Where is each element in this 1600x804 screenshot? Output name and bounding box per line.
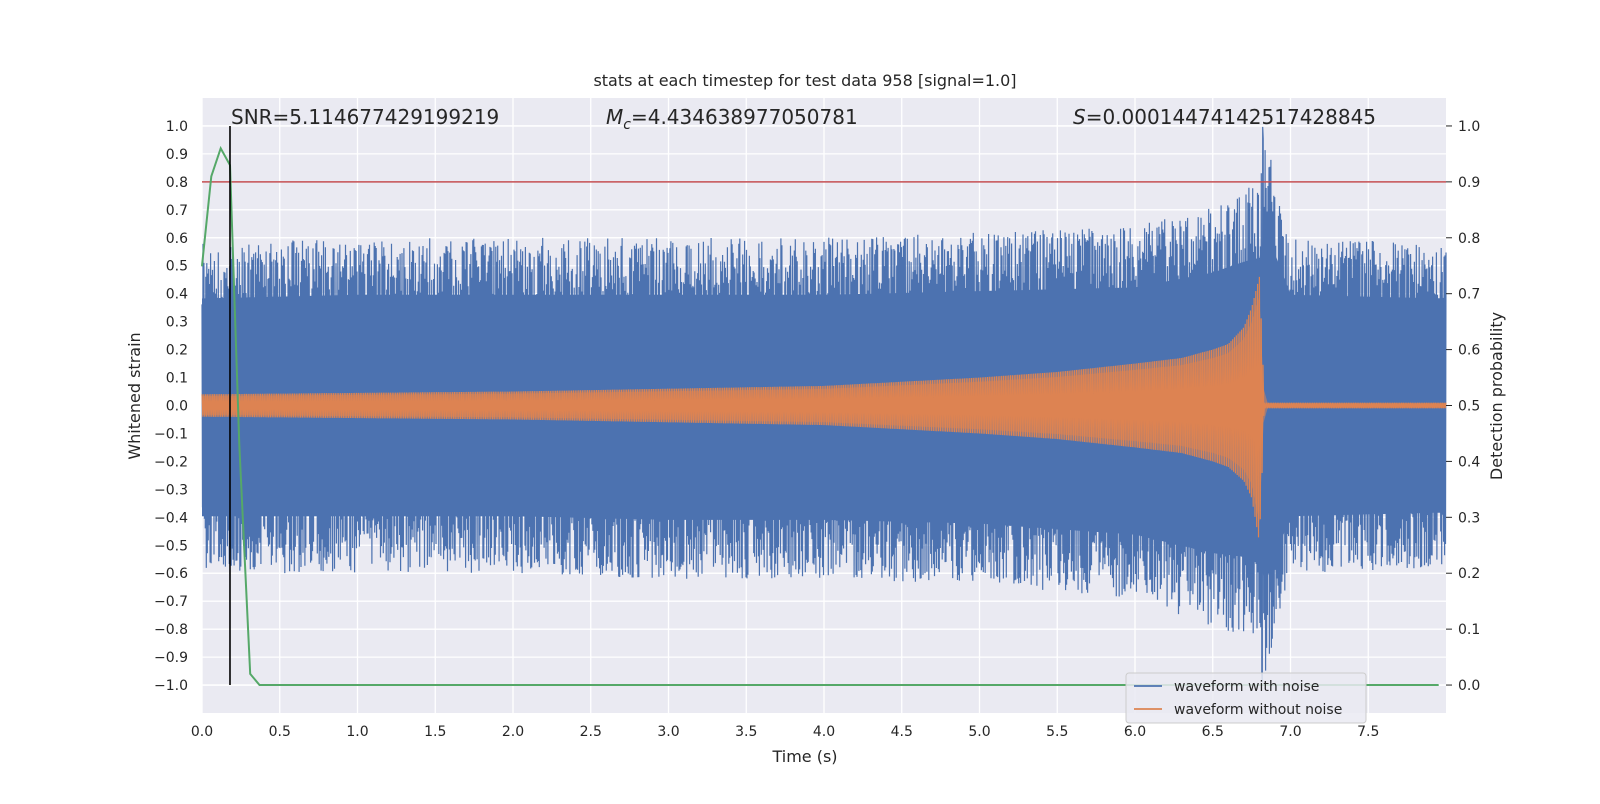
y-tick-label-left: −0.7 [154,594,188,610]
significance-value: =0.00014474142517428845 [1086,105,1376,129]
y-tick-label-left: −0.9 [154,650,188,666]
chart-title: stats at each timestep for test data 958… [593,71,1016,90]
y-tick-label-left: −0.3 [154,482,188,498]
snr-annotation: SNR=5.114677429199219 [231,105,499,129]
x-tick-label: 4.5 [891,724,913,740]
y-tick-label-left: 0.1 [166,371,188,387]
chirp-mass-subscript: c [623,117,631,133]
y-tick-label-right: 0.0 [1458,678,1480,694]
y-tick-label-right: 0.1 [1458,622,1480,638]
chirp-mass-value: =4.434638977050781 [631,105,858,129]
x-tick-label: 2.5 [580,724,602,740]
y-tick-label-right: 0.5 [1458,399,1480,415]
legend-label-noise: waveform with noise [1174,679,1319,695]
chirp-mass-annotation: Mc=4.434638977050781 [606,105,858,133]
y-tick-label-left: −0.1 [154,426,188,442]
y-tick-label-left: −0.5 [154,538,188,554]
x-tick-label: 1.0 [346,724,368,740]
y-tick-label-left: −0.8 [154,622,188,638]
y-tick-label-left: −0.2 [154,454,188,470]
y-tick-label-right: 1.0 [1458,119,1480,135]
x-tick-label: 1.5 [424,724,446,740]
x-tick-label: 7.5 [1357,724,1379,740]
detection-probability-point [219,147,222,150]
detection-probability-point [1437,684,1440,686]
y-tick-label-left: 0.8 [166,175,188,191]
y-tick-label-left: 0.4 [166,287,188,303]
y-tick-label-left: −0.6 [154,566,188,582]
y-tick-label-right: 0.9 [1458,175,1480,191]
x-axis-label: Time (s) [771,747,837,766]
x-tick-label: 6.0 [1124,724,1146,740]
waveform-without-noise-band [202,296,1446,522]
x-tick-label: 0.5 [269,724,291,740]
y-tick-label-left: 0.7 [166,203,188,219]
y-tick-label-left: 0.2 [166,343,188,359]
y-tick-label-right: 0.2 [1458,566,1480,582]
y-axis-label-left: Whitened strain [125,332,144,459]
x-tick-label: 3.0 [657,724,679,740]
y-tick-label-left: 0.3 [166,315,188,331]
detection-probability-point [258,684,261,686]
detection-probability-point [249,673,252,675]
y-tick-label-left: 0.5 [166,259,188,275]
significance-symbol: S [1073,105,1086,129]
x-tick-label: 7.0 [1279,724,1301,740]
detection-probability-point [238,443,241,446]
y-tick-label-right: 0.6 [1458,343,1480,359]
y-tick-label-left: 0.6 [166,231,188,247]
x-tick-label: 5.5 [1046,724,1068,740]
y-tick-label-right: 0.4 [1458,454,1480,470]
y-tick-label-left: 1.0 [166,119,188,135]
legend-box [1125,672,1367,724]
y-tick-label-left: 0.9 [166,147,188,163]
x-tick-label: 2.0 [502,724,524,740]
y-tick-label-right: 0.7 [1458,287,1480,303]
y-tick-label-right: 0.8 [1458,231,1480,247]
x-tick-label: 6.5 [1202,724,1224,740]
y-tick-label-left: −0.4 [154,510,188,526]
y-axis-label-right: Detection probability [1487,312,1506,480]
x-tick-label: 4.0 [813,724,835,740]
detection-probability-point [210,175,213,178]
x-tick-label: 0.0 [191,724,213,740]
detection-probability-line [201,145,1439,686]
chirp-mass-symbol: M [606,105,623,129]
y-tick-label-right: 0.3 [1458,510,1480,526]
legend: waveform with noise waveform without noi… [1125,672,1367,724]
y-tick-label-left: 0.0 [166,399,188,415]
legend-label-clean: waveform without noise [1174,702,1342,718]
significance-annotation: S=0.00014474142517428845 [1073,105,1376,129]
y-tick-label-left: −1.0 [154,678,188,694]
x-tick-label: 3.5 [735,724,757,740]
detection-probability-point [201,264,203,267]
x-tick-label: 5.0 [968,724,990,740]
